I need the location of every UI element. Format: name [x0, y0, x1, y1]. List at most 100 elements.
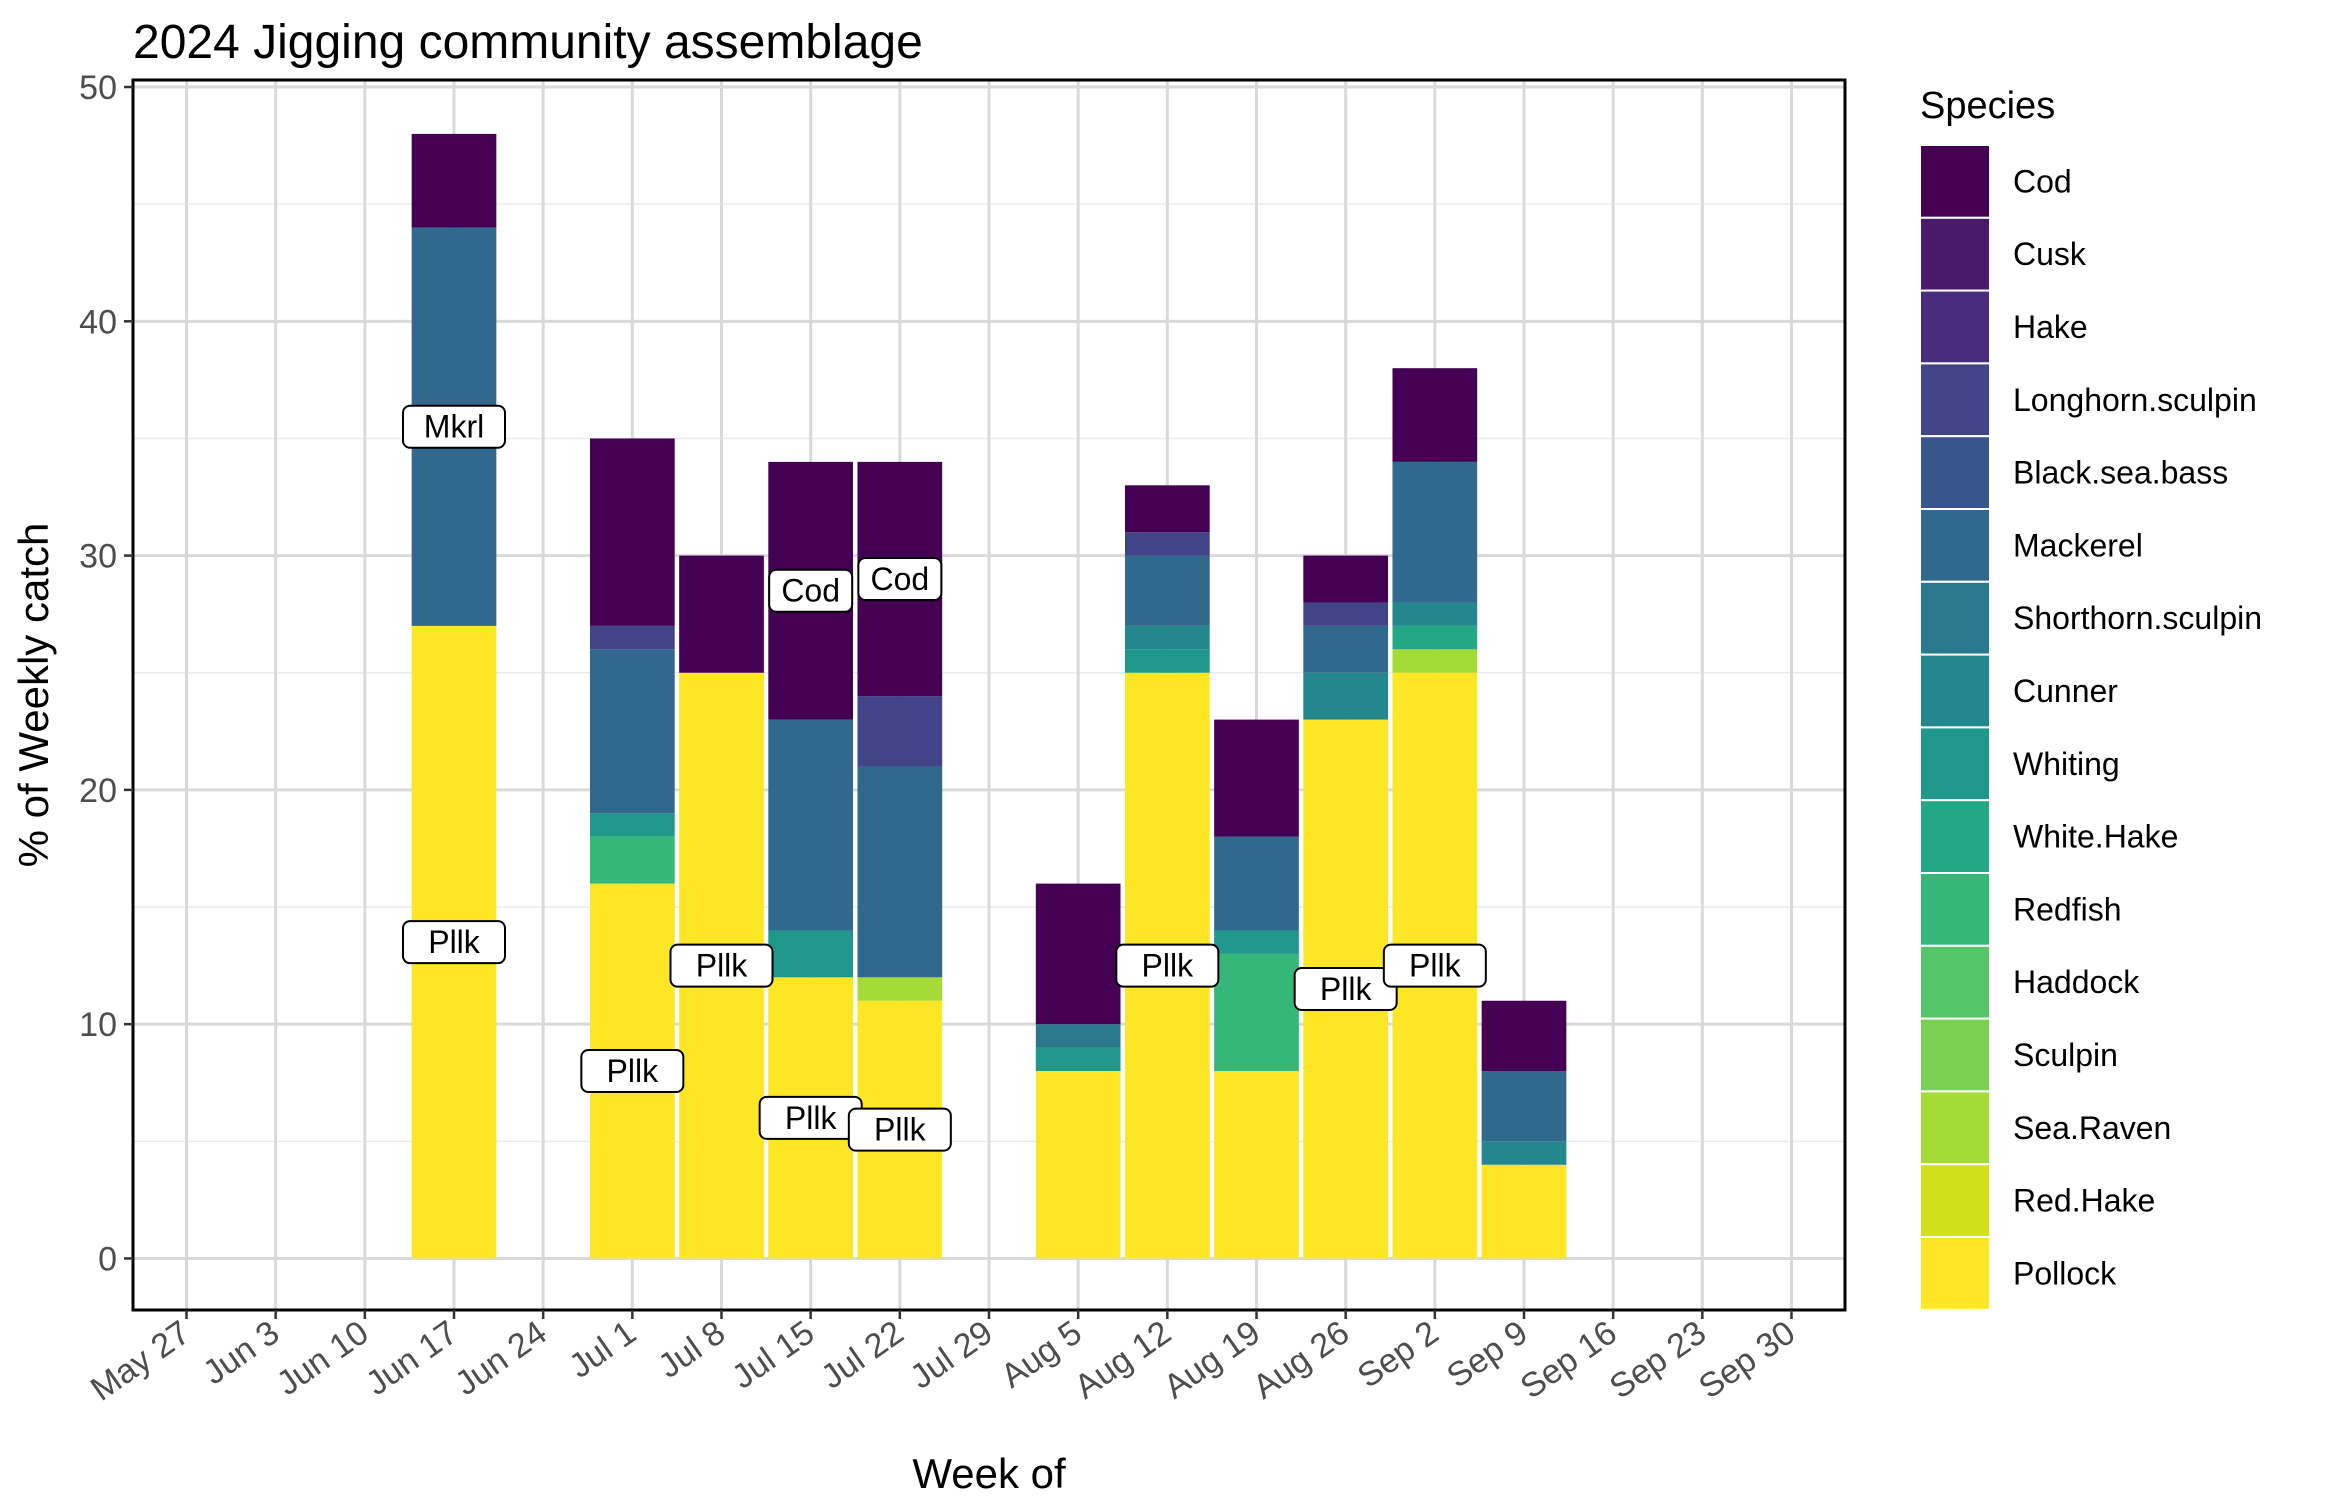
x-tick-label: Sep 23 [1603, 1313, 1713, 1406]
legend-label: Hake [2013, 309, 2088, 345]
bar-segment [1481, 1000, 1567, 1072]
legend-swatch [1919, 1090, 1991, 1166]
annotation-box [768, 568, 854, 613]
legend-label: Pollock [2013, 1255, 2117, 1291]
bar-segment [589, 649, 675, 814]
legend-item: Cunner [1919, 653, 2118, 729]
bar-segment [1124, 485, 1210, 533]
legend-swatch [1919, 580, 1991, 656]
legend-label: Cunner [2013, 673, 2118, 709]
annotation-label: Pllk [669, 943, 774, 988]
legend-swatch [1919, 1236, 1991, 1311]
legend-swatch [1919, 435, 1991, 511]
legend-item: Cod [1919, 144, 2072, 219]
y-tick-label: 0 [98, 1240, 117, 1278]
legend-label: Cusk [2013, 236, 2087, 272]
legend-swatch [1919, 653, 1991, 729]
annotations: Mkrl Pllk Pllk Pllk Cod Pllk Cod Pllk Pllk Pllk Pl… [402, 404, 1487, 1152]
x-tick-label: Sep 2 [1351, 1313, 1446, 1395]
legend-items: Cod Cusk Hake Longhorn.sculpin Black.sea.bas… [1919, 144, 2262, 1311]
legend-item: Sculpin [1919, 1017, 2118, 1093]
x-tick-label: Jul 15 [725, 1313, 821, 1396]
y-axis-title: % of Weekly catch [10, 523, 57, 868]
legend-label: Whiting [2013, 746, 2120, 782]
annotation-box [1115, 943, 1220, 988]
legend-item: Black.sea.bass [1919, 435, 2228, 511]
bar-segment [1392, 461, 1478, 603]
bar-segment [1124, 649, 1210, 673]
bar-segment [1481, 1071, 1567, 1142]
legend-item: Sea.Raven [1919, 1090, 2171, 1166]
annotation-text: Pllk [874, 1112, 927, 1148]
annotation-label: Pllk [402, 920, 506, 965]
chart-title: 2024 Jigging community assemblage [133, 16, 923, 69]
annotation-box [1382, 943, 1487, 988]
legend-label: Sea.Raven [2013, 1110, 2171, 1146]
bar-segment [589, 625, 675, 650]
bar-segment [1124, 555, 1210, 626]
x-tick-label: Jul 1 [562, 1313, 643, 1385]
legend-swatch [1919, 1163, 1991, 1238]
bar-segment [1035, 883, 1121, 1025]
bar-segment [589, 813, 675, 837]
annotation-box [402, 404, 506, 449]
bar-segment [1214, 719, 1299, 837]
x-tick-label: Jun 3 [196, 1313, 286, 1392]
x-tick-label: Sep 30 [1692, 1313, 1802, 1406]
annotation-box [847, 1107, 952, 1152]
legend-item: Cusk [1919, 216, 2087, 292]
legend-item: White.Hake [1919, 799, 2178, 875]
legend-item: Pollock [1919, 1236, 2117, 1311]
x-tick-label: Sep 16 [1514, 1313, 1624, 1406]
annotation-text: Pllk [1320, 971, 1373, 1007]
bar-segment [1392, 602, 1478, 626]
legend-item: Hake [1919, 289, 2088, 365]
legend-item: Redfish [1919, 872, 2122, 947]
legend-label: Haddock [2013, 964, 2140, 1000]
bar-segment [1035, 1024, 1121, 1048]
bar-segment [1481, 1141, 1567, 1165]
bar-segment [1035, 1047, 1121, 1072]
x-tick-label: Aug 19 [1157, 1313, 1267, 1406]
annotation-box [1293, 967, 1398, 1012]
bar-segment [1303, 625, 1389, 673]
annotation-label: Pllk [758, 1095, 863, 1140]
legend-swatch [1919, 944, 1991, 1020]
legend-swatch [1919, 144, 1991, 219]
annotation-text: Pllk [785, 1100, 838, 1136]
legend-item: Mackerel [1919, 508, 2143, 583]
x-axis-title: Week of [912, 1450, 1066, 1497]
bar-segment [1303, 555, 1389, 603]
bar-segment [589, 836, 675, 884]
legend-swatch [1919, 508, 1991, 583]
legend-swatch [1919, 872, 1991, 947]
bar-segment [768, 930, 854, 978]
bar-segment [1392, 625, 1478, 650]
bar-segment [857, 977, 943, 1001]
bar-segment [589, 438, 675, 626]
annotation-label: Mkrl [402, 404, 506, 449]
legend-label: Redfish [2013, 891, 2122, 927]
legend-title: Species [1920, 85, 2055, 127]
annotation-label: Pllk [580, 1049, 685, 1094]
bar-segment [411, 133, 497, 228]
legend-swatch [1919, 726, 1991, 802]
bar-segment [679, 555, 764, 673]
legend-label: Shorthorn.sculpin [2013, 600, 2262, 636]
annotation-label: Pllk [1293, 967, 1398, 1012]
legend-label: Red.Hake [2013, 1183, 2155, 1219]
legend-swatch [1919, 289, 1991, 365]
x-tick-label: Jun 17 [359, 1313, 464, 1403]
bar-segment [1124, 532, 1210, 556]
bar-segment [1303, 672, 1389, 720]
annotation-box [580, 1049, 685, 1094]
y-axis: 0 10 20 30 40 50 [79, 69, 133, 1278]
annotation-text: Cod [781, 573, 840, 609]
y-tick-label: 50 [79, 69, 117, 107]
bar-segment [1214, 836, 1299, 931]
y-tick-label: 40 [79, 303, 117, 341]
x-tick-label: Jul 29 [903, 1313, 999, 1396]
annotation-label: Pllk [847, 1107, 952, 1152]
legend-item: Longhorn.sculpin [1919, 362, 2257, 438]
annotation-label: Cod [768, 568, 854, 613]
